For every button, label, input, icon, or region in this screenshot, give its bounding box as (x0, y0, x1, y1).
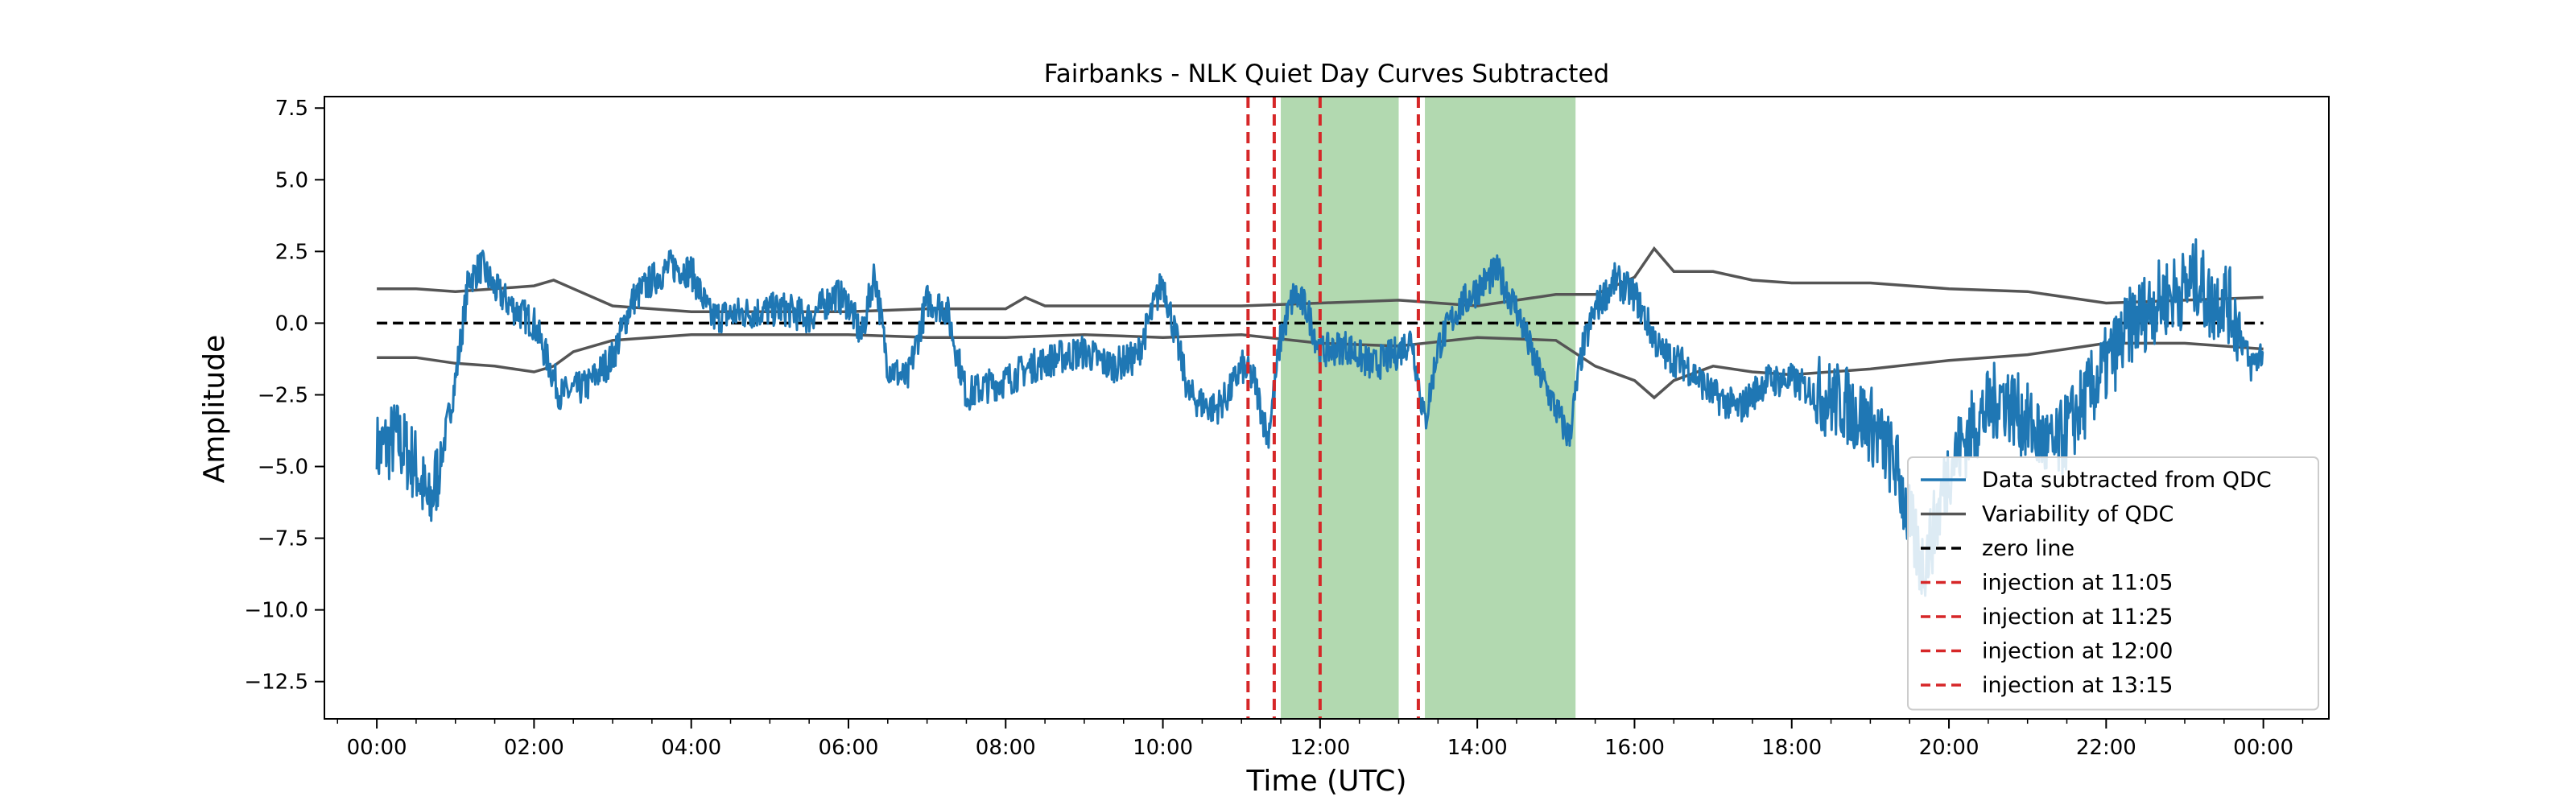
chart-title: Fairbanks - NLK Quiet Day Curves Subtrac… (1044, 60, 1609, 89)
legend-entry-label: injection at 11:05 (1982, 571, 2173, 596)
legend-entry-label: Data subtracted from QDC (1982, 468, 2272, 493)
y-tick-label: −2.5 (258, 383, 308, 407)
y-tick-label: −10.0 (244, 599, 308, 623)
x-axis-ticks: 00:00 02:00 04:00 06:00 08:00 10:00 12:00 14:00… (336, 719, 2304, 760)
legend-entry-label: injection at 13:15 (1982, 673, 2173, 698)
legend-entry-label: Variability of QDC (1982, 502, 2174, 527)
x-tick-label: 18:00 (1761, 736, 1822, 760)
plot-frame (324, 96, 2330, 720)
y-axis-label: Amplitude (198, 335, 231, 483)
x-tick-label: 04:00 (661, 736, 721, 760)
legend: Data subtracted from QDC Variability of Q… (1907, 456, 2319, 711)
shaded-span-2 (1425, 97, 1576, 719)
plot-area (375, 97, 2264, 719)
x-tick-label: 06:00 (819, 736, 879, 760)
x-tick-label: 10:00 (1133, 736, 1193, 760)
x-tick-label: 00:00 (347, 736, 407, 760)
x-tick-label: 00:00 (2233, 736, 2293, 760)
x-tick-label: 14:00 (1447, 736, 1508, 760)
x-tick-label: 08:00 (976, 736, 1036, 760)
y-tick-label: 0.0 (275, 312, 308, 336)
legend-entry-label: zero line (1982, 536, 2074, 561)
x-axis-label: Time (UTC) (1245, 765, 1406, 798)
y-tick-label: 2.5 (275, 240, 308, 264)
y-tick-label: 7.5 (275, 97, 308, 121)
y-tick-label: −7.5 (258, 527, 308, 551)
qdc-upper-line (377, 246, 2264, 313)
x-tick-label: 16:00 (1604, 736, 1665, 760)
y-tick-label: −5.0 (258, 456, 308, 480)
x-tick-label: 22:00 (2076, 736, 2136, 760)
x-tick-label: 12:00 (1290, 736, 1350, 760)
injection-lines-layer (1246, 97, 1420, 719)
legend-entry-label: injection at 11:25 (1982, 605, 2173, 630)
y-tick-label: −12.5 (244, 671, 308, 695)
x-tick-label: 20:00 (1919, 736, 1979, 760)
y-axis-ticks: 7.5 5.0 2.5 0.0 −2.5 −5.0 −7.5 −10.0 −12.5 (244, 97, 324, 695)
legend-box (1907, 456, 2319, 711)
shaded-span-1 (1281, 97, 1399, 719)
x-tick-label: 02:00 (504, 736, 564, 760)
y-tick-label: 5.0 (275, 168, 308, 192)
legend-entry-label: injection at 12:00 (1982, 639, 2173, 664)
